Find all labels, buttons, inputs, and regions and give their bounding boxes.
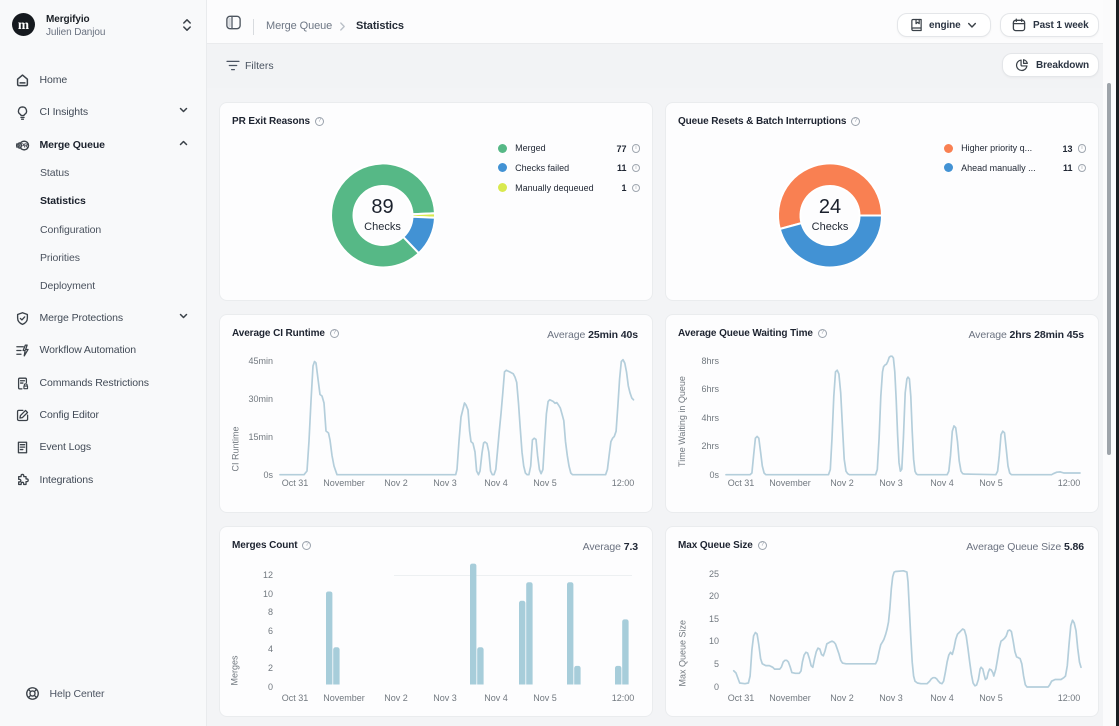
svg-text:m: m bbox=[17, 17, 28, 32]
svg-text:PR: PR bbox=[20, 143, 27, 149]
